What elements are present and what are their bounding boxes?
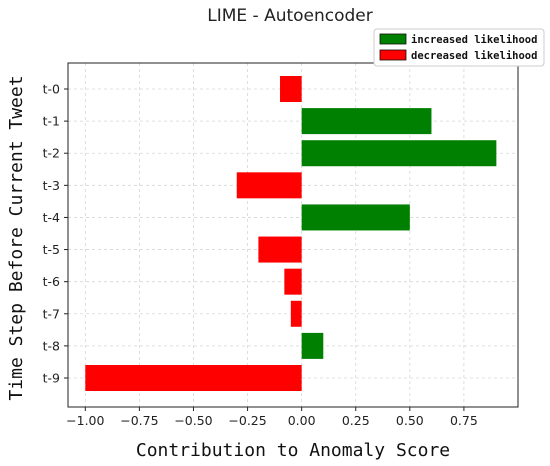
plot-frame <box>67 62 519 408</box>
x-tick-label: 0.25 <box>342 413 370 428</box>
y-axis-label: Time Step Before Current Tweet <box>6 75 27 400</box>
x-tick-label: 0.75 <box>450 413 478 428</box>
bar-t-5 <box>258 236 302 263</box>
bar-t-4 <box>301 204 410 231</box>
x-tick-label: −0.75 <box>120 413 158 428</box>
x-tick-label: −0.25 <box>228 413 266 428</box>
legend-box <box>373 28 545 67</box>
x-tick-label: 0.00 <box>288 413 316 428</box>
bar-t-2 <box>301 140 497 167</box>
bar-t-7 <box>290 300 302 327</box>
y-axis-ticks: t-0 t-1 t-2 t-3 t-4 t-5 t-6 t-7 t-8 t-9 <box>43 82 68 386</box>
y-tick-label: t-5 <box>43 242 60 257</box>
bar-t-0 <box>280 76 302 102</box>
y-tick-label: t-8 <box>43 338 60 353</box>
legend: increased likelihood decreased likelihoo… <box>373 28 545 67</box>
y-tick-label: t-2 <box>43 146 60 161</box>
legend-swatch-decreased <box>379 49 407 61</box>
bars-layer <box>85 76 497 391</box>
y-tick-label: t-3 <box>43 178 60 193</box>
y-tick-label: t-6 <box>43 274 60 289</box>
bar-t-1 <box>301 108 432 135</box>
x-tick-label: −0.50 <box>174 413 212 428</box>
y-tick-label: t-0 <box>43 82 60 97</box>
y-tick-label: t-7 <box>43 306 60 321</box>
legend-label-increased: increased likelihood <box>411 34 537 46</box>
bar-t-6 <box>284 268 302 295</box>
bar-t-8 <box>301 332 324 359</box>
bar-t-3 <box>236 172 302 199</box>
chart-title: LIME - Autoencoder <box>207 6 373 26</box>
x-tick-label: −1.00 <box>66 413 104 428</box>
grid-layer <box>68 63 518 407</box>
y-tick-label: t-9 <box>43 371 60 386</box>
x-axis-label: Contribution to Anomaly Score <box>136 440 450 461</box>
y-tick-label: t-1 <box>43 114 60 129</box>
bar-t-9 <box>85 365 302 391</box>
x-axis-ticks: −1.00 −0.75 −0.50 −0.25 0.00 0.25 0.50 0.75 <box>66 407 478 428</box>
legend-label-decreased: decreased likelihood <box>411 50 537 62</box>
legend-swatch-increased <box>379 33 407 45</box>
y-tick-label: t-4 <box>43 210 60 225</box>
x-tick-label: 0.50 <box>396 413 424 428</box>
